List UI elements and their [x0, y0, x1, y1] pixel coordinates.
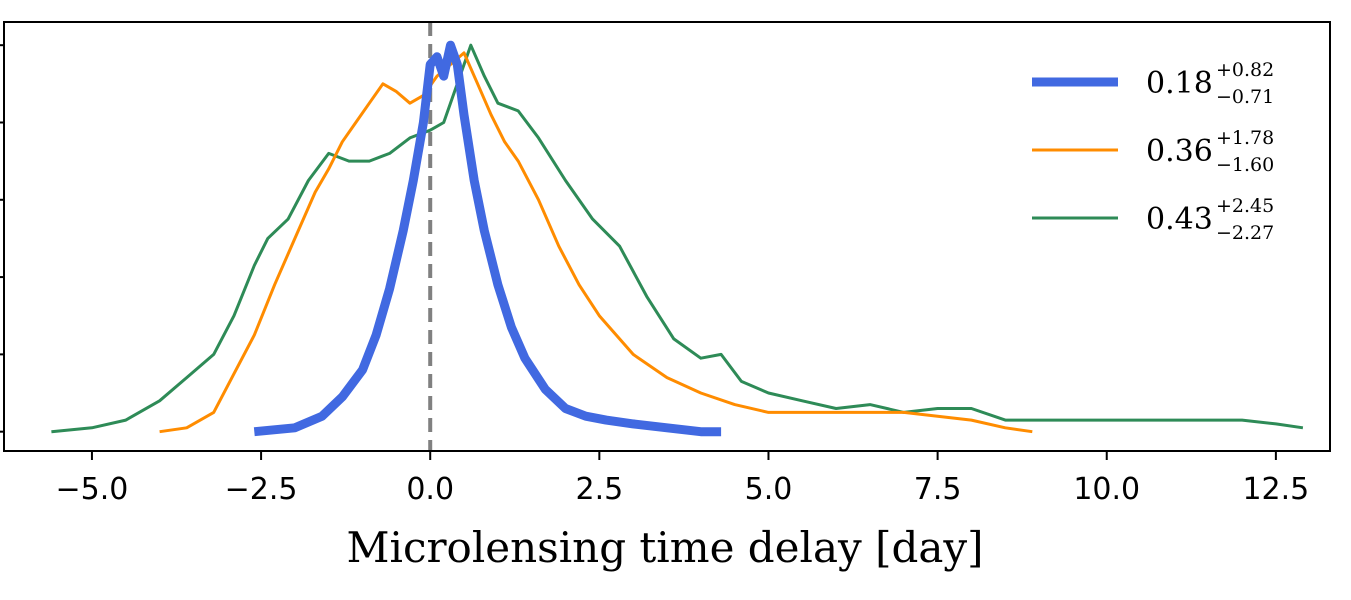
legend-median: 0.36 — [1146, 134, 1213, 169]
series-line-0-36 — [159, 51, 1033, 434]
series-line-0-43 — [51, 43, 1304, 434]
x-tick-label: 2.5 — [575, 472, 623, 507]
x-tick-label: 7.5 — [914, 472, 962, 507]
legend-median: 0.18 — [1146, 66, 1213, 101]
legend-minus: −0.71 — [1216, 86, 1274, 108]
x-tick-label: 10.0 — [1073, 472, 1140, 507]
x-tick-label: −5.0 — [56, 472, 129, 507]
legend-minus: −2.27 — [1216, 222, 1274, 244]
legend-plus: +2.45 — [1216, 195, 1274, 217]
series-line-0-18 — [253, 40, 722, 437]
x-tick-label: −2.5 — [225, 472, 298, 507]
legend-plus: +0.82 — [1216, 59, 1274, 81]
plot-frame — [3, 21, 1331, 452]
x-tick-label: 12.5 — [1242, 472, 1309, 507]
x-tick-label: 0.0 — [406, 472, 454, 507]
legend-median: 0.43 — [1146, 202, 1213, 237]
legend-plus: +1.78 — [1216, 127, 1274, 149]
x-axis-label: Microlensing time delay [day] — [347, 523, 984, 572]
legend-minus: −1.60 — [1216, 154, 1274, 176]
x-tick-label: 5.0 — [745, 472, 793, 507]
